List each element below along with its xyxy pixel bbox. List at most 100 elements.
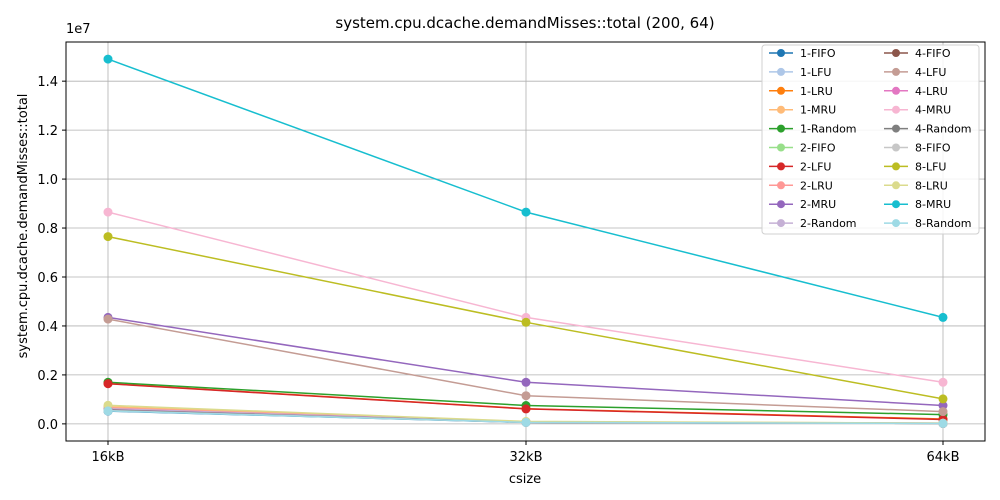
legend-label: 2-MRU bbox=[800, 198, 836, 211]
legend-label: 8-FIFO bbox=[915, 142, 951, 155]
series-4-MRU bbox=[103, 207, 948, 387]
legend-label: 4-FIFO bbox=[915, 47, 951, 60]
series-8-LFU bbox=[103, 232, 948, 404]
legend-label: 2-LRU bbox=[800, 179, 833, 192]
x-tick-label: 32kB bbox=[510, 450, 543, 465]
data-point bbox=[521, 417, 531, 427]
data-point bbox=[521, 207, 531, 217]
legend-label: 4-MRU bbox=[915, 104, 951, 117]
legend-swatch-marker bbox=[892, 86, 900, 95]
legend-label: 1-FIFO bbox=[800, 47, 836, 60]
legend-item: 4-Random bbox=[884, 123, 972, 136]
x-tick-label: 64kB bbox=[927, 450, 960, 465]
legend-swatch-marker bbox=[892, 162, 900, 171]
y-axis-label: system.cpu.dcache.demandMisses::total bbox=[16, 94, 31, 359]
legend-item: 8-Random bbox=[884, 217, 972, 230]
legend-item: 8-FIFO bbox=[884, 142, 951, 155]
legend-swatch-marker bbox=[892, 105, 900, 114]
legend-swatch-marker bbox=[892, 49, 900, 57]
legend-label: 8-LFU bbox=[915, 160, 946, 173]
y-tick-label: 0.4 bbox=[37, 320, 58, 335]
legend-label: 1-LRU bbox=[800, 85, 833, 98]
legend-item: 1-FIFO bbox=[769, 47, 836, 60]
legend-swatch-marker bbox=[777, 124, 785, 133]
legend-swatch-marker bbox=[777, 219, 785, 228]
legend-item: 2-LFU bbox=[769, 160, 831, 173]
y-tick-label: 1.0 bbox=[37, 173, 58, 188]
legend-item: 8-LRU bbox=[884, 179, 948, 192]
legend-swatch-marker bbox=[892, 67, 900, 76]
series-line bbox=[107, 211, 944, 384]
y-tick-label: 0.6 bbox=[37, 271, 58, 286]
series-4-LFU bbox=[103, 314, 948, 417]
x-axis-label: csize bbox=[509, 472, 541, 487]
legend-item: 2-MRU bbox=[769, 198, 836, 211]
data-point bbox=[521, 391, 531, 401]
y-tick-label: 1.4 bbox=[37, 75, 58, 90]
legend-label: 2-LFU bbox=[800, 160, 831, 173]
legend-swatch-marker bbox=[777, 67, 785, 76]
legend-label: 1-LFU bbox=[800, 66, 831, 79]
legend-item: 4-MRU bbox=[884, 104, 951, 117]
data-point bbox=[521, 404, 531, 414]
chart-title: system.cpu.dcache.demandMisses::total (2… bbox=[335, 14, 714, 32]
legend-label: 4-LFU bbox=[915, 66, 946, 79]
y-axis-scale-label: 1e7 bbox=[66, 22, 91, 37]
legend-swatch-marker bbox=[892, 143, 900, 152]
data-point bbox=[103, 232, 113, 242]
legend-label: 8-MRU bbox=[915, 198, 951, 211]
data-point bbox=[521, 317, 531, 327]
legend-label: 8-LRU bbox=[915, 179, 948, 192]
data-point bbox=[521, 377, 531, 387]
legend-item: 2-FIFO bbox=[769, 142, 836, 155]
y-tick-label: 0.2 bbox=[37, 369, 58, 384]
legend-label: 4-Random bbox=[915, 123, 972, 136]
legend-item: 1-MRU bbox=[769, 104, 836, 117]
legend-label: 1-MRU bbox=[800, 104, 836, 117]
data-point bbox=[938, 418, 948, 428]
legend: 1-FIFO 1-LFU 1-LRU 1-MRU 1-Random 2-FIFO 2-LFU… bbox=[761, 44, 980, 235]
series-8-Random bbox=[103, 406, 948, 428]
legend-item: 8-MRU bbox=[884, 198, 951, 211]
series-layer bbox=[103, 54, 948, 428]
data-point bbox=[103, 406, 113, 416]
legend-swatch-marker bbox=[892, 181, 900, 190]
legend-box bbox=[761, 44, 980, 235]
legend-swatch-marker bbox=[892, 124, 900, 133]
legend-label: 2-Random bbox=[800, 217, 857, 230]
data-point bbox=[103, 207, 113, 217]
y-tick-label: 0.0 bbox=[37, 418, 58, 433]
legend-swatch-marker bbox=[777, 200, 785, 209]
legend-swatch-marker bbox=[777, 162, 785, 171]
legend-item: 8-LFU bbox=[884, 160, 946, 173]
series-2-LFU bbox=[103, 379, 948, 424]
legend-swatch-marker bbox=[777, 49, 785, 57]
legend-swatch-marker bbox=[777, 105, 785, 114]
data-point bbox=[103, 379, 113, 389]
series-8-MRU bbox=[103, 54, 948, 322]
legend-label: 8-Random bbox=[915, 217, 972, 230]
data-point bbox=[938, 394, 948, 404]
legend-item: 1-LFU bbox=[769, 66, 831, 79]
data-point bbox=[103, 54, 113, 64]
legend-item: 2-Random bbox=[769, 217, 857, 230]
y-axis-ticks: 0.0 0.2 0.4 0.6 0.8 1.0 1.2 1.4 bbox=[37, 75, 66, 433]
data-point bbox=[103, 314, 113, 324]
data-point bbox=[938, 407, 948, 417]
legend-swatch-marker bbox=[777, 86, 785, 95]
y-tick-label: 1.2 bbox=[37, 124, 58, 139]
legend-swatch-marker bbox=[892, 219, 900, 228]
legend-swatch-marker bbox=[777, 143, 785, 152]
legend-item: 1-Random bbox=[769, 123, 857, 136]
legend-item: 4-LRU bbox=[884, 85, 948, 98]
x-axis-ticks: 16kB 32kB 64kB bbox=[92, 441, 960, 465]
legend-label: 4-LRU bbox=[915, 85, 948, 98]
x-tick-label: 16kB bbox=[92, 450, 125, 465]
y-tick-label: 0.8 bbox=[37, 222, 58, 237]
legend-item: 2-LRU bbox=[769, 179, 833, 192]
legend-item: 4-LFU bbox=[884, 66, 946, 79]
legend-item: 1-LRU bbox=[769, 85, 833, 98]
data-point bbox=[938, 377, 948, 387]
legend-label: 2-FIFO bbox=[800, 142, 836, 155]
